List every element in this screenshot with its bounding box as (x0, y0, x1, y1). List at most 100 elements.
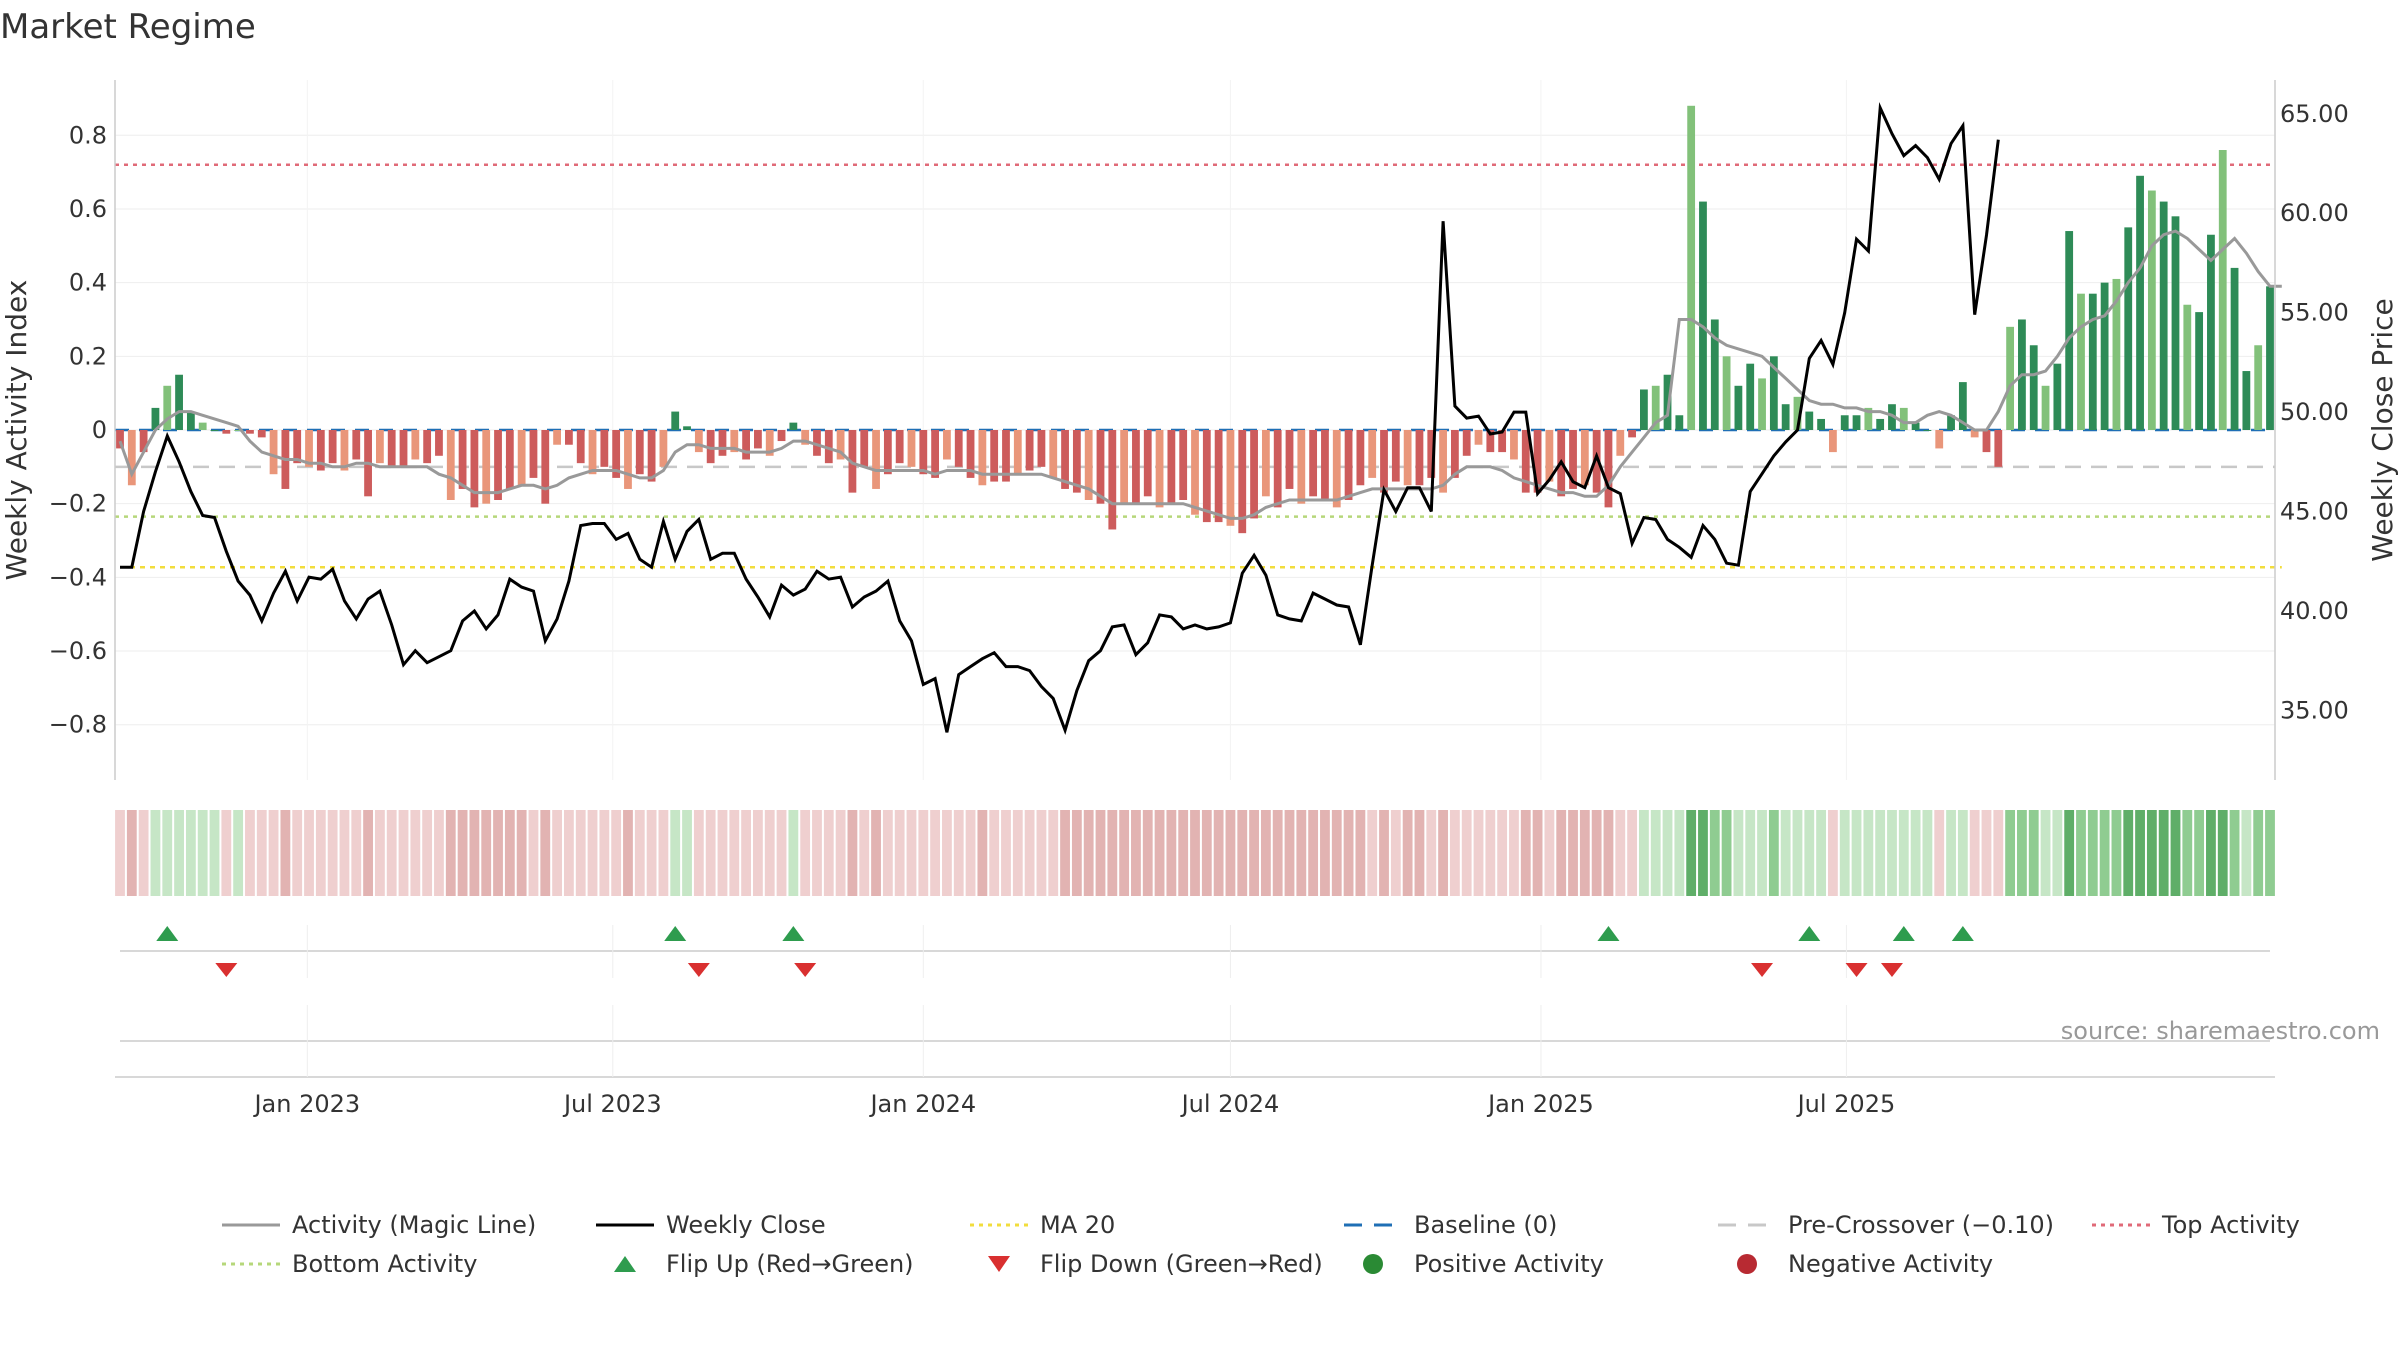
activity-bar (706, 430, 715, 464)
activity-bar (777, 430, 786, 442)
activity-bar (1462, 430, 1471, 456)
regime-cell (1426, 810, 1437, 896)
activity-bar (1273, 430, 1282, 508)
activity-bar (2195, 312, 2204, 430)
regime-cell (1591, 810, 1602, 896)
regime-cell (2182, 810, 2193, 896)
regime-cell (1934, 810, 1945, 896)
regime-cell (2158, 810, 2169, 896)
legend-swatch (614, 1256, 636, 1272)
regime-cell (1721, 810, 1732, 896)
activity-bar (1746, 363, 1755, 430)
activity-bar (411, 430, 420, 460)
flip-down-marker (1880, 963, 1903, 977)
regime-cell (906, 810, 917, 896)
activity-bar (1439, 430, 1447, 493)
activity-bar (175, 374, 183, 430)
activity-bar (1143, 430, 1152, 497)
regime-cell (1544, 810, 1555, 896)
regime-cell (1284, 810, 1295, 896)
activity-bar (127, 430, 136, 486)
regime-cell (292, 810, 303, 896)
regime-cell (1650, 810, 1661, 896)
activity-bar (1817, 418, 1825, 430)
activity-bars (116, 105, 2274, 534)
regime-cell (1142, 810, 1153, 896)
flip-up-marker (1951, 926, 1974, 941)
activity-bar (872, 430, 880, 489)
activity-bar (1179, 430, 1188, 500)
activity-bar (683, 426, 691, 430)
activity-bar (860, 430, 869, 467)
regime-cell (162, 810, 173, 896)
legend-item: Top Activity (2092, 1211, 2300, 1239)
regime-cell (315, 810, 326, 896)
regime-cell (1272, 810, 1283, 896)
regime-cell (138, 810, 149, 896)
activity-bar (754, 430, 762, 449)
regime-cell (1792, 810, 1803, 896)
x-axis-ticks: Jan 2023 Jul 2023 Jan 2024 Jul 2024 Jan 2025… (252, 1090, 1895, 1118)
activity-bar (1569, 430, 1577, 489)
activity-bar (624, 430, 632, 489)
activity-bar (1261, 430, 1270, 497)
activity-bar (907, 430, 916, 467)
regime-cell (1390, 810, 1401, 896)
activity-bar (883, 430, 892, 475)
regime-cell (1414, 810, 1425, 896)
magic-line (118, 229, 2282, 520)
regime-cell (469, 810, 480, 896)
regime-cell (552, 810, 562, 896)
activity-bar (553, 430, 561, 445)
activity-bar (2183, 304, 2192, 430)
activity-bar (1758, 378, 1766, 430)
activity-bar (1592, 430, 1601, 493)
activity-bar (1888, 404, 1896, 430)
y-left-tick-label: 0.4 (69, 269, 107, 297)
legend: Activity (Magic Line) Weekly Close MA 20 Ba… (222, 1211, 2300, 1278)
regime-cell (2076, 810, 2086, 896)
legend-item: Baseline (0) (1344, 1211, 1557, 1239)
regime-cell (1957, 810, 1968, 896)
regime-cell (977, 810, 988, 896)
regime-cell (2241, 810, 2252, 896)
regime-cell (1686, 810, 1697, 896)
regime-cell (764, 810, 775, 896)
activity-bar (801, 430, 810, 445)
regime-cell (1662, 810, 1673, 896)
activity-bar (316, 430, 325, 471)
activity-bar (305, 430, 313, 467)
activity-bar (2088, 293, 2097, 430)
regime-cell (2064, 810, 2075, 896)
activity-bar (1699, 201, 1707, 430)
axes (114, 80, 2276, 780)
regime-cell (481, 810, 492, 896)
regime-cell (1910, 810, 1921, 896)
y-left-tick-label: 0.6 (69, 195, 107, 223)
regime-cell (989, 810, 1000, 896)
regime-cell (658, 810, 669, 896)
activity-bar (588, 430, 597, 475)
activity-bar (2053, 363, 2062, 430)
flip-up-marker (1597, 926, 1620, 941)
legend-label: Pre-Crossover (−0.10) (1788, 1211, 2054, 1239)
activity-bar (139, 430, 148, 453)
regime-cell (410, 810, 421, 896)
legend-item: Activity (Magic Line) (222, 1211, 536, 1239)
activity-bar (1309, 430, 1318, 497)
activity-bar (671, 411, 680, 430)
activity-bar (1899, 407, 1908, 430)
regime-cell (1946, 810, 1956, 896)
y-left-tick-label: −0.4 (49, 563, 107, 591)
activity-bar (789, 422, 798, 430)
activity-bar (919, 430, 928, 475)
regime-cell (1627, 810, 1637, 896)
activity-bar (1084, 430, 1093, 500)
x-tick-label: Jul 2025 (1796, 1090, 1896, 1118)
activity-bar (517, 430, 526, 486)
activity-bar (1687, 105, 1696, 430)
regime-cell (823, 810, 834, 896)
regime-cell (1060, 810, 1070, 896)
legend-label: Top Activity (2161, 1211, 2300, 1239)
